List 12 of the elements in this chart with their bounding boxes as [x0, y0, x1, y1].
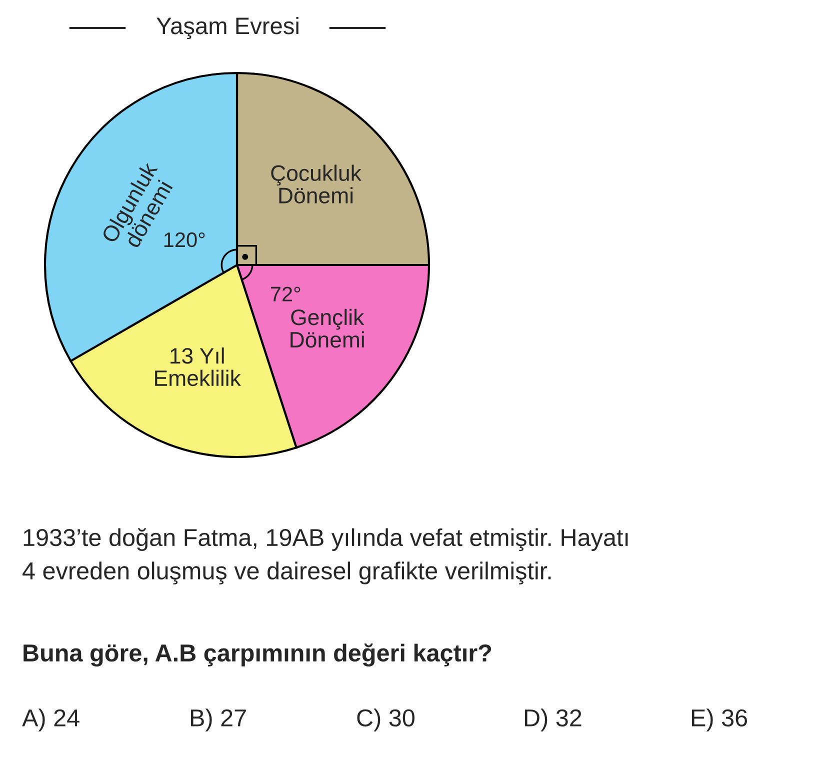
chart-title: Yaşam Evresi — [156, 16, 298, 40]
text: A) 24 — [22, 708, 80, 732]
data-label: 72° — [270, 286, 300, 302]
text: 1933’te doğan Fatma, 19AB yılında vefat etmiştir. Hayatı 4 evreden oluşmuş ve dairesel grafikte verilmiştir. — [22, 528, 628, 584]
text: Buna göre, A.B çarpımının değeri kaçtır? — [24, 643, 492, 667]
slice-label: Çocukluk Dönemi — [271, 164, 362, 204]
slice-label: 13 Yıl Emeklilik — [155, 347, 241, 386]
text: C) 30 — [357, 708, 414, 732]
slice-label: Gençlik Dönemi — [290, 308, 364, 348]
text: D) 32 — [524, 708, 582, 732]
text: E) 36 — [692, 708, 748, 732]
text: B) 27 — [190, 708, 246, 732]
